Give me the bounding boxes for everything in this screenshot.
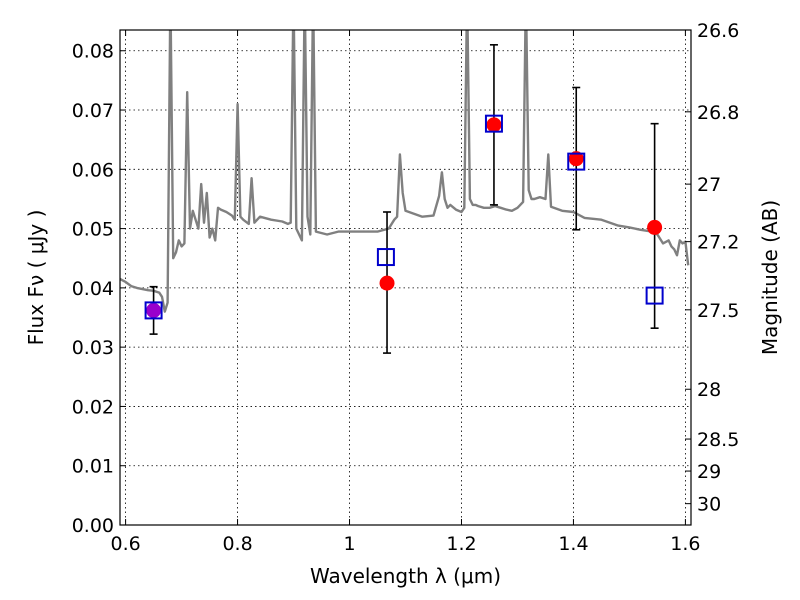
observed-point [379, 275, 395, 291]
model-point [645, 286, 664, 305]
model-spectrum [120, 30, 690, 313]
y2-axis-ticks: 26.6 26.8 27 27.2 27.5 28 28.5 29 30 [685, 20, 739, 516]
y-tick-label: 0.01 [72, 456, 114, 478]
y2-tick-label: 29 [697, 461, 721, 483]
y2-tick-label: 30 [697, 494, 721, 516]
x-tick-label: 0.8 [222, 533, 252, 555]
plot-frame [119, 29, 692, 526]
y-tick-label: 0.02 [72, 396, 114, 418]
x-tick-label: 0.6 [110, 533, 140, 555]
x-tick-label: 1.2 [446, 533, 476, 555]
grid-lines [120, 30, 691, 526]
y2-axis-label: Magnitude (AB) [758, 200, 782, 355]
x-axis-ticks: 0.6 0.8 1 1.2 1.4 1.6 [110, 30, 701, 555]
y-tick-label: 0.05 [72, 219, 114, 241]
y2-tick-label: 27.2 [697, 232, 739, 254]
observed-point [568, 151, 584, 167]
model-point [567, 152, 586, 171]
y-tick-label: 0.04 [72, 278, 114, 300]
y-tick-label: 0.00 [72, 515, 114, 537]
overlap-point [146, 302, 162, 318]
x-tick-label: 1.4 [558, 533, 588, 555]
x-tick-label: 1.6 [670, 533, 700, 555]
y2-tick-label: 28.5 [697, 429, 739, 451]
observed-point [647, 219, 663, 235]
y2-tick-label: 26.8 [697, 102, 739, 124]
model-point [144, 301, 163, 320]
x-axis-label: Wavelength λ (μm) [310, 564, 501, 588]
spectrum-line [120, 30, 690, 313]
y2-tick-label: 27 [697, 174, 721, 196]
x-tick-label: 1 [343, 533, 355, 555]
y-axis-label: Flux Fν ( μJy ) [24, 210, 48, 346]
y-tick-label: 0.06 [72, 159, 114, 181]
data-points [144, 114, 664, 320]
y2-tick-label: 26.6 [697, 20, 739, 42]
model-point [376, 248, 395, 267]
observed-point [486, 117, 502, 133]
y-tick-label: 0.03 [72, 337, 114, 359]
y-axis-ticks: 0.00 0.01 0.02 0.03 0.04 0.05 0.06 0.07 0.08 [72, 41, 126, 537]
y-tick-label: 0.08 [72, 41, 114, 63]
y2-tick-label: 28 [697, 379, 721, 401]
y-tick-label: 0.07 [72, 100, 114, 122]
model-point [484, 114, 503, 133]
y2-tick-label: 27.5 [697, 300, 739, 322]
